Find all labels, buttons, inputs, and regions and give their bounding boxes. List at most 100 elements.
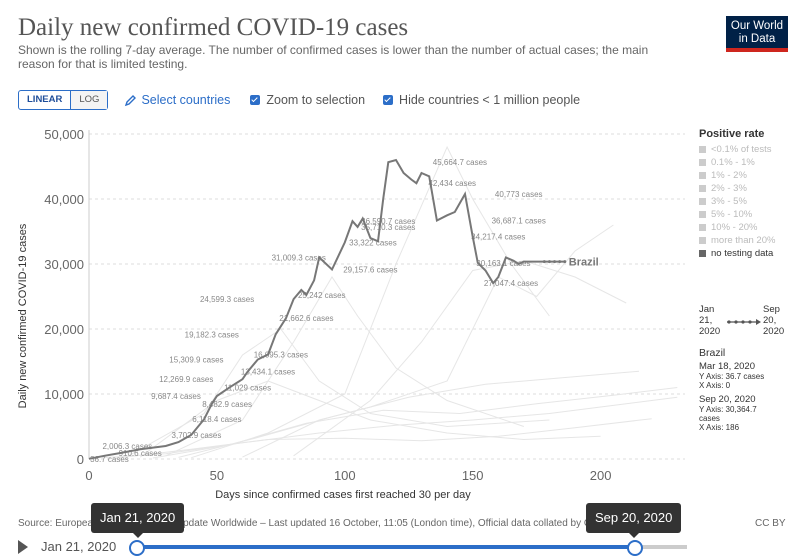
y-tick-label: 30,000 xyxy=(44,257,84,272)
hide-small-countries-checkbox[interactable]: Hide countries < 1 million people xyxy=(383,93,580,107)
x-tick-label: 200 xyxy=(590,468,612,483)
y-tick-labels: 0 10,000 20,000 30,000 40,000 50,000 xyxy=(44,127,84,467)
info-end-y: Y Axis: 30,364.7 xyxy=(699,405,757,414)
positive-rate-legend: Positive rate <0.1% of tests 0.1% - 1% 1% … xyxy=(699,128,809,260)
scale-toggle: LINEAR LOG xyxy=(18,90,109,110)
logo-line-2: in Data xyxy=(738,32,776,45)
info-start-y: Y Axis: 36.7 cases xyxy=(699,372,765,381)
brazil-marker xyxy=(558,260,562,264)
data-annotation: 19,182.3 cases xyxy=(185,330,239,339)
range-arrow-icon xyxy=(727,319,761,325)
timeline-start-label: Jan 21, 2020 xyxy=(41,539,117,554)
info-country: Brazil xyxy=(699,347,726,359)
timeline-selected-range[interactable] xyxy=(137,545,635,549)
data-annotation: 33,322 cases xyxy=(349,238,397,247)
y-tick-label: 40,000 xyxy=(44,192,84,207)
series-info-panel: Brazil Mar 18, 2020 Y Axis: 36.7 cases X… xyxy=(699,347,799,432)
timeline-start-handle[interactable] xyxy=(129,540,145,556)
background-country-line xyxy=(139,380,601,458)
background-country-line xyxy=(127,328,550,457)
legend-item[interactable]: 3% - 5% xyxy=(699,195,809,208)
legend-swatch xyxy=(699,198,706,205)
legend-label: 10% - 20% xyxy=(711,222,758,233)
legend-item[interactable]: 2% - 3% xyxy=(699,182,809,195)
legend-item[interactable]: no testing data xyxy=(699,247,809,260)
info-start-date: Mar 18, 2020 xyxy=(699,361,755,372)
data-annotation: 12,269.9 cases xyxy=(159,375,213,384)
owid-logo[interactable]: Our World in Data xyxy=(726,16,788,52)
chart-title: Daily new confirmed COVID-19 cases xyxy=(18,14,409,41)
linear-scale-button[interactable]: LINEAR xyxy=(19,91,72,109)
info-start-x: X Axis: 0 xyxy=(699,381,731,390)
brazil-series-line[interactable] xyxy=(88,158,565,460)
x-axis-label: Days since confirmed cases first reached… xyxy=(215,489,471,501)
zoom-to-selection-checkbox[interactable]: Zoom to selection xyxy=(250,93,365,107)
data-annotation: 42,434 cases xyxy=(428,179,476,188)
legend-swatch xyxy=(699,224,706,231)
license-link[interactable]: CC BY xyxy=(755,518,786,529)
legend-item[interactable]: 10% - 20% xyxy=(699,221,809,234)
legend-swatch xyxy=(699,237,706,244)
y-tick-label: 0 xyxy=(77,452,84,467)
grid-lines xyxy=(88,130,685,460)
range-end-day: 20, xyxy=(763,315,777,326)
background-country-lines xyxy=(101,145,678,459)
zoom-to-selection-label: Zoom to selection xyxy=(266,93,366,107)
legend-item[interactable]: <0.1% of tests xyxy=(699,143,809,156)
source-note: Source: European CDC – Situation Update … xyxy=(18,518,664,529)
legend-label: more than 20% xyxy=(711,235,776,246)
x-tick-label: 100 xyxy=(334,468,356,483)
legend-label: 0.1% - 1% xyxy=(711,157,755,168)
range-end-year: 2020 xyxy=(763,326,785,337)
legend-label: <0.1% of tests xyxy=(711,144,772,155)
brazil-end-markers xyxy=(542,260,567,264)
data-annotation: 24,599.3 cases xyxy=(200,295,254,304)
legend-swatch xyxy=(699,211,706,218)
checkbox-checked-icon xyxy=(383,95,394,105)
x-tick-labels: 0 50 100 150 200 xyxy=(85,468,611,483)
pencil-icon xyxy=(125,94,137,106)
timeline: Jan 21, 2020 xyxy=(0,535,812,557)
background-country-line xyxy=(293,260,627,457)
data-annotation: 35,710.3 cases xyxy=(361,223,415,232)
range-end: Sep 20, 2020 xyxy=(763,304,784,337)
brazil-marker xyxy=(542,260,546,264)
range-start: Jan 21, 2020 xyxy=(699,304,720,337)
chart-controls: LINEAR LOG Select countries Zoom to sele… xyxy=(18,90,598,110)
range-end-month: Sep xyxy=(763,304,780,315)
info-end-date: Sep 20, 2020 xyxy=(699,394,756,405)
legend-item[interactable]: 5% - 10% xyxy=(699,208,809,221)
legend-swatch xyxy=(699,146,706,153)
select-countries-button[interactable]: Select countries xyxy=(124,93,230,107)
data-annotation: 11,029 cases xyxy=(224,383,271,392)
timeline-end-handle[interactable] xyxy=(627,540,643,556)
data-annotation: 21,662.6 cases xyxy=(279,314,333,323)
legend-swatch xyxy=(699,172,706,179)
legend-label: 5% - 10% xyxy=(711,209,753,220)
range-start-month: Jan xyxy=(699,304,715,315)
data-annotation: 13,434.1 cases xyxy=(241,368,295,377)
checkbox-checked-icon xyxy=(250,95,261,105)
legend-item[interactable]: 0.1% - 1% xyxy=(699,156,809,169)
background-country-line xyxy=(165,276,524,457)
data-annotation: 36.7 cases xyxy=(90,455,129,464)
legend-label: 3% - 5% xyxy=(711,196,747,207)
info-end-y-unit: cases xyxy=(699,414,720,423)
log-scale-button[interactable]: LOG xyxy=(71,91,108,109)
data-annotation: 31,009.3 cases xyxy=(272,253,326,262)
background-country-line xyxy=(178,370,640,458)
x-tick-label: 50 xyxy=(210,468,224,483)
legend-item[interactable]: more than 20% xyxy=(699,234,809,247)
data-annotation: 27,047.4 cases xyxy=(484,279,538,288)
brazil-marker xyxy=(553,260,557,264)
data-annotation: 40,773 cases xyxy=(495,190,543,199)
data-annotation: 8,482.9 cases xyxy=(202,400,252,409)
range-start-day: 21, xyxy=(699,315,713,326)
brazil-series-label[interactable]: Brazil xyxy=(569,257,599,269)
data-annotation: 34,217.4 cases xyxy=(471,233,525,242)
legend-swatch xyxy=(699,159,706,166)
legend-item[interactable]: 1% - 2% xyxy=(699,169,809,182)
data-annotation: 29,157.6 cases xyxy=(343,265,397,274)
play-icon[interactable] xyxy=(18,540,28,554)
brazil-marker xyxy=(563,260,567,264)
